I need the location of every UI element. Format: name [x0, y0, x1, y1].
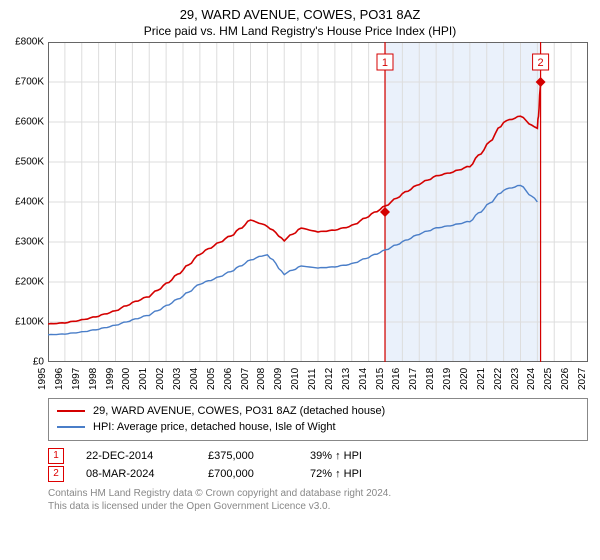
- y-tick-label: £600K: [15, 116, 48, 127]
- sale-price: £375,000: [208, 450, 288, 462]
- svg-text:1: 1: [382, 57, 388, 69]
- chart-title: 29, WARD AVENUE, COWES, PO31 8AZ: [0, 0, 600, 24]
- y-tick-label: £400K: [15, 196, 48, 207]
- legend-item: HPI: Average price, detached house, Isle…: [57, 419, 579, 436]
- x-tick-label: 2000: [121, 367, 132, 391]
- x-tick-label: 1995: [37, 367, 48, 391]
- y-tick-label: £0: [33, 356, 48, 367]
- legend-swatch: [57, 410, 85, 412]
- x-tick-label: 2009: [273, 367, 284, 391]
- x-tick-label: 2020: [459, 367, 470, 391]
- x-tick-label: 2016: [391, 367, 402, 391]
- x-tick-label: 2006: [223, 367, 234, 391]
- x-tick-label: 2015: [375, 367, 386, 391]
- sale-row: 2 08-MAR-2024 £700,000 72% ↑ HPI: [48, 465, 588, 483]
- legend-swatch: [57, 426, 85, 428]
- y-tick-label: £200K: [15, 276, 48, 287]
- sale-row: 1 22-DEC-2014 £375,000 39% ↑ HPI: [48, 447, 588, 465]
- x-tick-label: 2014: [358, 367, 369, 391]
- x-tick-label: 2010: [290, 367, 301, 391]
- x-tick-label: 2011: [307, 368, 318, 392]
- x-tick-label: 2027: [577, 367, 588, 391]
- footer-line2: This data is licensed under the Open Gov…: [48, 500, 588, 513]
- legend-label: HPI: Average price, detached house, Isle…: [93, 419, 336, 436]
- sale-price: £700,000: [208, 468, 288, 480]
- chart-plot: 12 £0£100K£200K£300K£400K£500K£600K£700K…: [48, 42, 588, 392]
- x-tick-label: 2012: [324, 367, 335, 391]
- legend-item: 29, WARD AVENUE, COWES, PO31 8AZ (detach…: [57, 403, 579, 420]
- x-tick-label: 2023: [510, 367, 521, 391]
- x-tick-label: 2008: [256, 367, 267, 391]
- x-tick-label: 2005: [206, 367, 217, 391]
- x-tick-label: 1999: [105, 367, 116, 391]
- x-tick-label: 1998: [88, 367, 99, 391]
- sale-hpi: 39% ↑ HPI: [310, 450, 362, 462]
- legend: 29, WARD AVENUE, COWES, PO31 8AZ (detach…: [48, 398, 588, 441]
- footer-attribution: Contains HM Land Registry data © Crown c…: [48, 487, 588, 513]
- x-tick-label: 2019: [442, 367, 453, 391]
- chart-container: 29, WARD AVENUE, COWES, PO31 8AZ Price p…: [0, 0, 600, 560]
- x-tick-label: 2013: [341, 367, 352, 391]
- y-tick-label: £300K: [15, 236, 48, 247]
- x-tick-label: 2002: [155, 367, 166, 391]
- x-tick-label: 2025: [543, 367, 554, 391]
- x-tick-label: 2022: [493, 367, 504, 391]
- sale-hpi: 72% ↑ HPI: [310, 468, 362, 480]
- sale-date: 22-DEC-2014: [86, 450, 186, 462]
- y-tick-label: £500K: [15, 156, 48, 167]
- legend-label: 29, WARD AVENUE, COWES, PO31 8AZ (detach…: [93, 403, 385, 420]
- x-tick-label: 2007: [240, 367, 251, 391]
- x-tick-label: 1996: [54, 367, 65, 391]
- x-tick-label: 2017: [408, 367, 419, 391]
- sales-table: 1 22-DEC-2014 £375,000 39% ↑ HPI 2 08-MAR-202…: [48, 447, 588, 483]
- x-tick-label: 2018: [425, 367, 436, 391]
- sale-date: 08-MAR-2024: [86, 468, 186, 480]
- x-tick-label: 2024: [526, 367, 537, 391]
- x-tick-label: 2004: [189, 367, 200, 391]
- x-tick-label: 2026: [560, 367, 571, 391]
- sale-number-box: 2: [48, 466, 64, 482]
- y-tick-label: £100K: [15, 316, 48, 327]
- chart-subtitle: Price paid vs. HM Land Registry's House …: [0, 24, 600, 42]
- x-tick-label: 2003: [172, 367, 183, 391]
- x-tick-label: 2001: [138, 367, 149, 391]
- svg-text:2: 2: [538, 57, 544, 69]
- y-tick-label: £800K: [15, 36, 48, 47]
- sale-number-box: 1: [48, 448, 64, 464]
- x-tick-label: 2021: [476, 367, 487, 391]
- footer-line1: Contains HM Land Registry data © Crown c…: [48, 487, 588, 500]
- x-tick-label: 1997: [71, 367, 82, 391]
- y-tick-label: £700K: [15, 76, 48, 87]
